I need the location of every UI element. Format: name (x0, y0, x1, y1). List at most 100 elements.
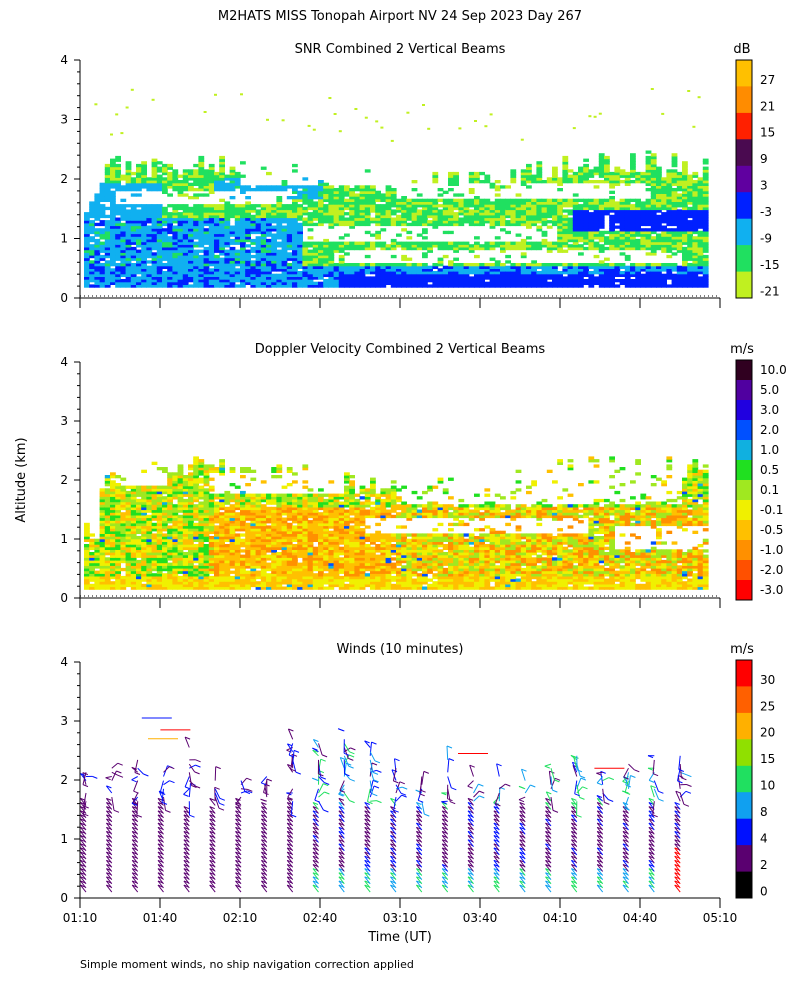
snr-cell (552, 222, 558, 227)
snr-cell (198, 263, 205, 267)
snr-cell (624, 279, 631, 283)
snr-cell (260, 217, 267, 221)
snr-cell (229, 257, 236, 261)
snr-cell (645, 220, 652, 224)
snr-cell (292, 217, 298, 221)
snr-cell (359, 241, 366, 245)
snr-cell (619, 217, 626, 221)
snr-cell (286, 273, 293, 277)
doppler-cell (214, 509, 220, 513)
snr-cell (318, 209, 324, 213)
snr-cell (661, 180, 667, 184)
snr-cell (489, 212, 496, 216)
snr-cell (422, 230, 428, 235)
snr-cell (99, 214, 106, 219)
snr-cell (541, 222, 548, 227)
doppler-cell (182, 522, 189, 527)
snr-cell (219, 182, 225, 186)
doppler-cell (151, 509, 158, 513)
doppler-cell (141, 469, 147, 473)
snr-cell (193, 163, 199, 168)
snr-cell (583, 268, 589, 272)
snr-cell (661, 279, 667, 283)
snr-cell (120, 236, 127, 240)
snr-cell (141, 228, 147, 232)
snr-cell (640, 268, 647, 272)
snr-cell (156, 185, 163, 189)
snr-cell (515, 279, 522, 283)
snr-cell (676, 238, 683, 243)
doppler-cell (110, 504, 116, 508)
snr-cell (526, 265, 532, 269)
snr-cell (229, 171, 236, 176)
snr-cell (104, 249, 111, 253)
snr-cell (510, 222, 517, 227)
snr-cell (697, 254, 704, 259)
snr-cell (515, 263, 522, 267)
snr-cell (307, 190, 314, 194)
snr-cell (136, 193, 142, 197)
snr-cell (432, 276, 439, 280)
snr-cell (307, 228, 314, 232)
doppler-cell (193, 536, 199, 540)
snr-cell (609, 222, 615, 227)
snr-cell (99, 182, 106, 186)
snr-cell (401, 217, 407, 221)
snr-cell (364, 204, 371, 208)
snr-cell (682, 263, 688, 267)
snr-cell (84, 217, 90, 221)
snr-cell (240, 220, 246, 224)
snr-cell (219, 185, 225, 189)
snr-cell (115, 244, 121, 248)
snr-cell (609, 268, 615, 272)
snr-cell (302, 217, 309, 221)
snr-cell (609, 190, 615, 194)
snr-cell (214, 279, 220, 283)
doppler-cell (177, 530, 184, 534)
snr-cell (167, 163, 173, 168)
snr-cell (208, 254, 215, 259)
snr-cell (562, 222, 569, 227)
snr-cell (156, 206, 163, 211)
snr-cell (671, 212, 678, 216)
doppler-cell (136, 586, 142, 590)
snr-cell (146, 268, 153, 272)
snr-cell (578, 230, 584, 235)
snr-cell (645, 150, 652, 154)
doppler-cell (167, 475, 173, 479)
snr-cell (224, 177, 231, 181)
snr-cell (307, 124, 311, 127)
snr-cell (682, 222, 688, 227)
snr-cell (104, 254, 111, 259)
snr-cell (328, 190, 335, 194)
snr-cell (193, 252, 199, 256)
snr-cell (468, 244, 475, 248)
snr-cell (188, 252, 194, 256)
doppler-cell (162, 544, 168, 548)
doppler-cell (219, 536, 225, 540)
snr-cell (401, 279, 407, 283)
doppler-cell (188, 583, 194, 588)
snr-cell (609, 182, 615, 186)
snr-cell (484, 276, 491, 280)
snr-cell (468, 188, 475, 192)
snr-cell (526, 180, 532, 184)
snr-cell (598, 163, 605, 168)
snr-cell (203, 204, 210, 208)
snr-cell (401, 206, 407, 211)
doppler-cell (99, 536, 106, 540)
snr-cell (411, 222, 418, 227)
doppler-cell (203, 552, 210, 556)
snr-cell (302, 271, 309, 275)
snr-cell (177, 214, 184, 219)
snr-cell (318, 204, 324, 208)
snr-cell (567, 225, 574, 229)
snr-cell (614, 263, 621, 267)
snr-cell (630, 180, 636, 184)
snr-cell (546, 204, 553, 208)
snr-cell (370, 206, 376, 211)
snr-cell (172, 214, 179, 219)
snr-cell (598, 214, 605, 219)
snr-cell (666, 236, 673, 240)
snr-cell (364, 263, 371, 267)
